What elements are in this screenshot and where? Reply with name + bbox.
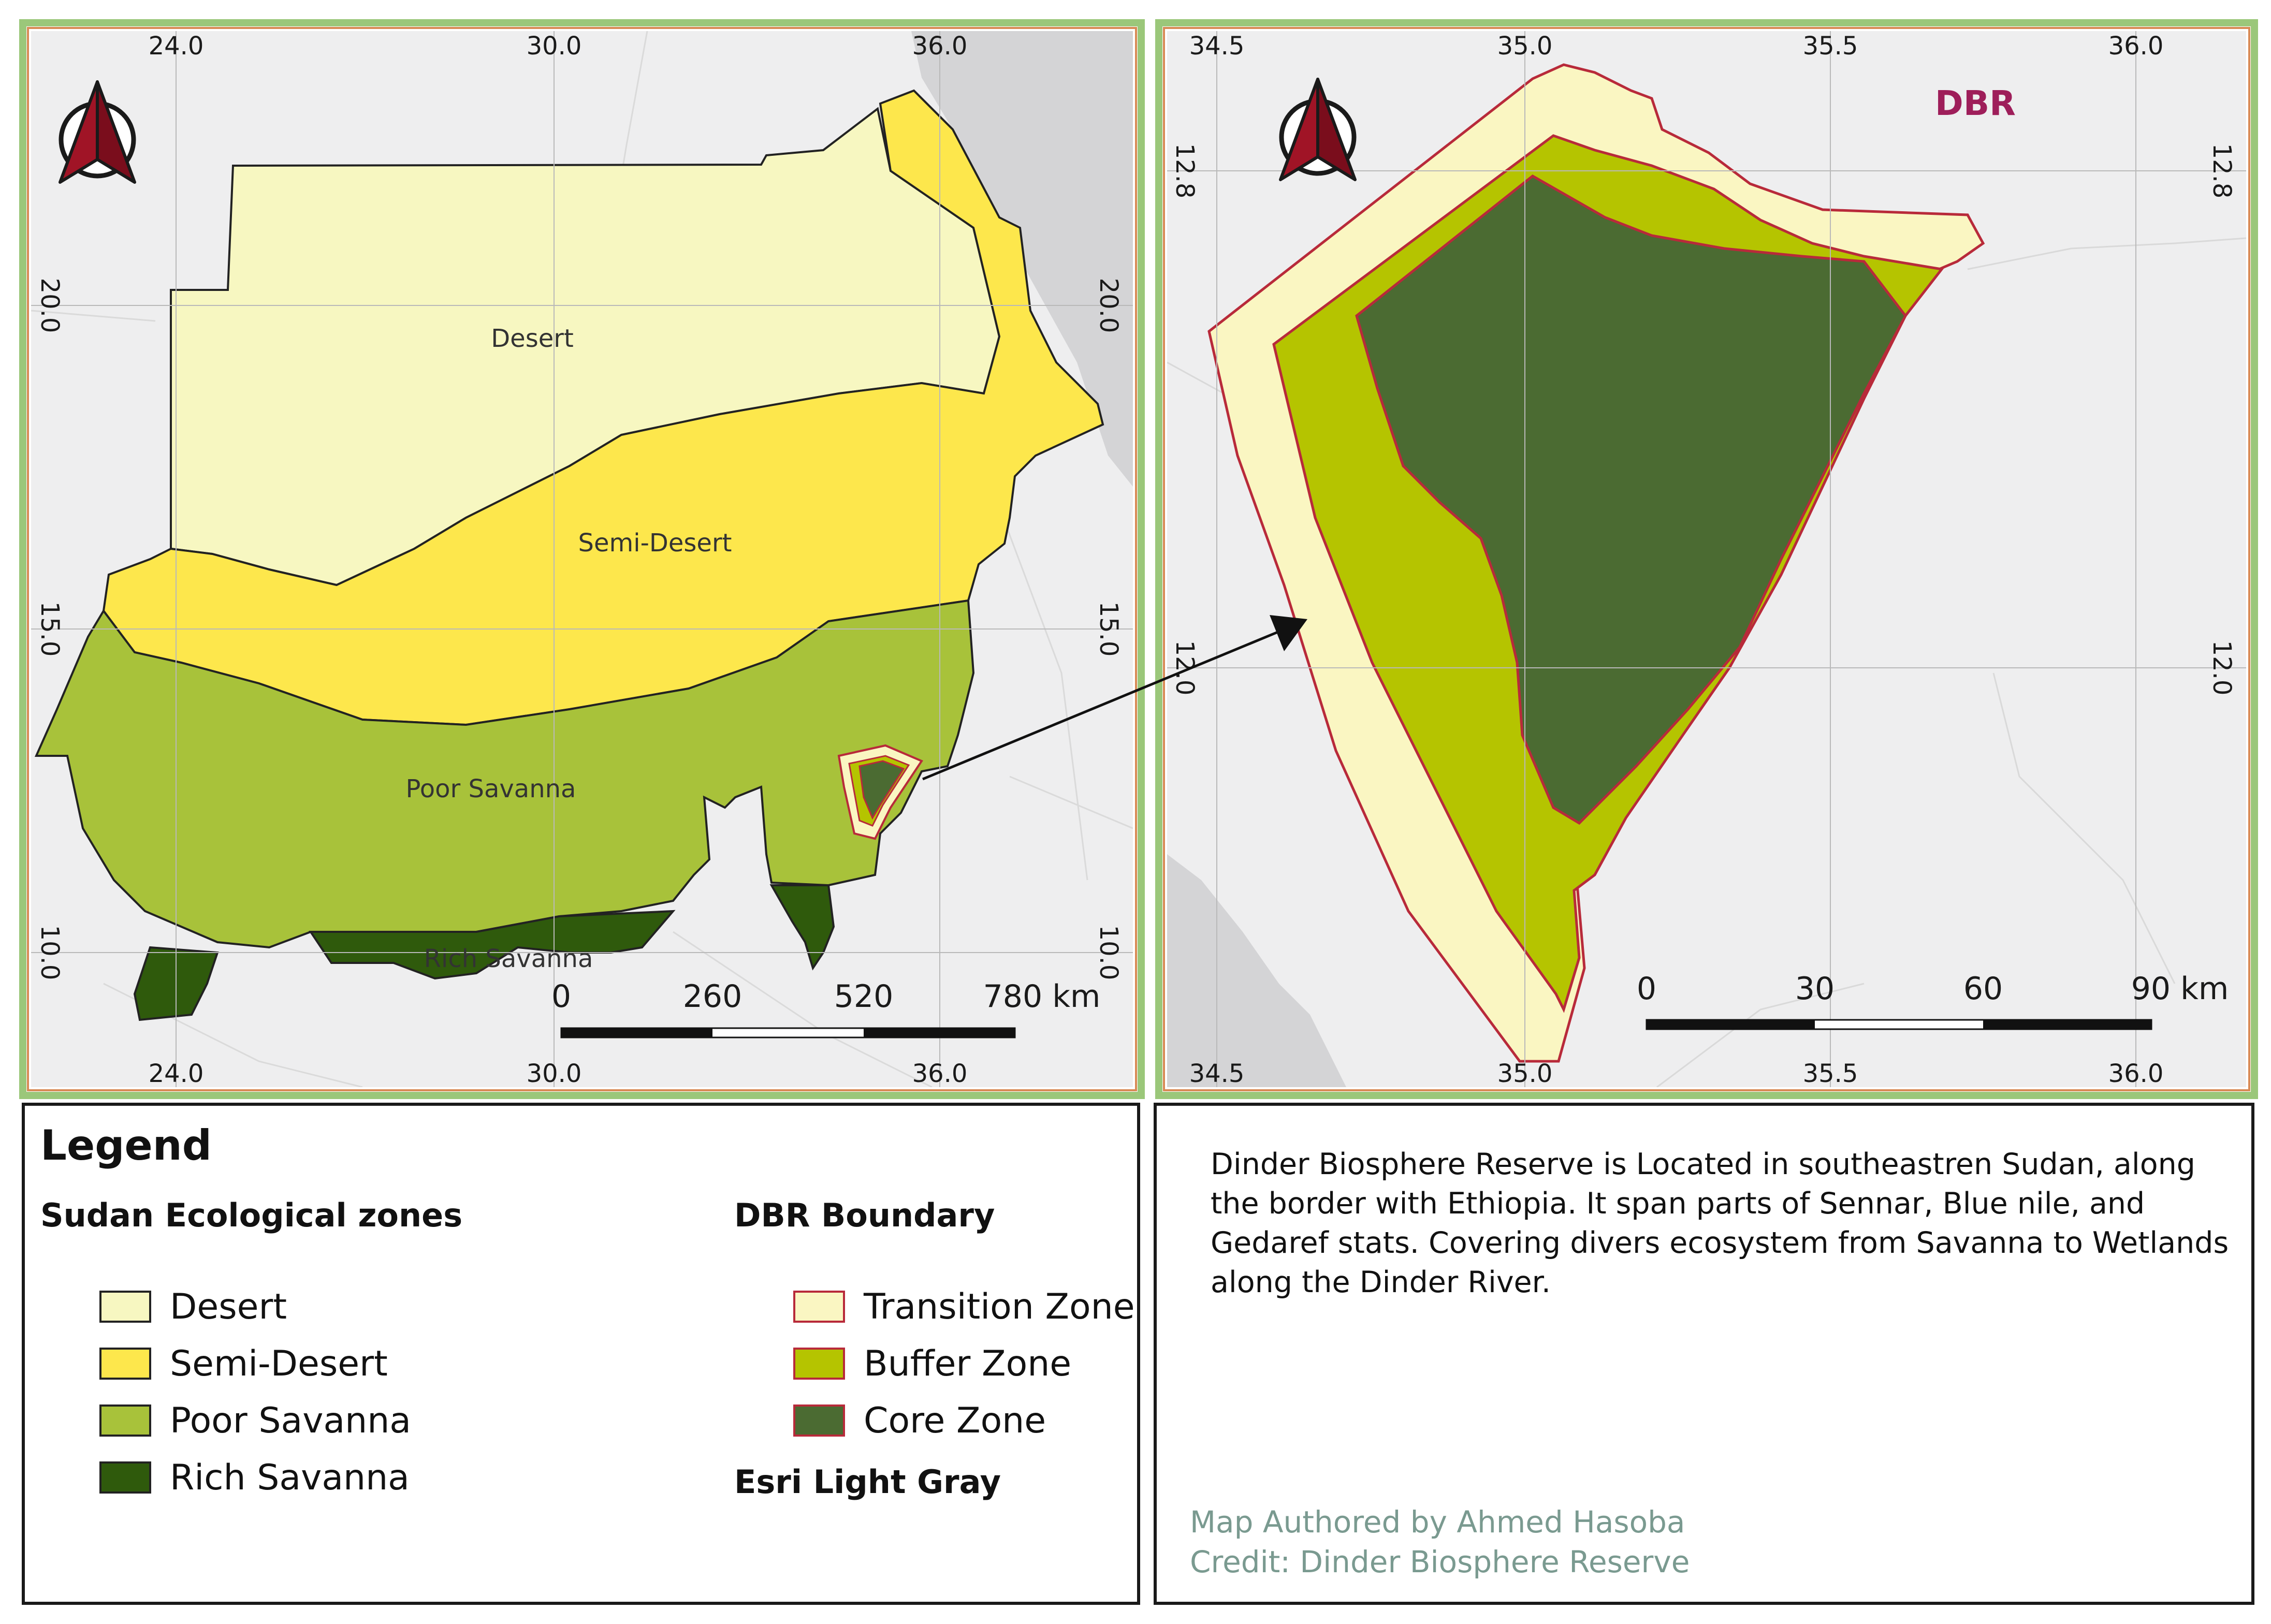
zone-rich-savanna-east: [769, 884, 835, 971]
main-lat-tick-left: 15.0: [35, 602, 64, 657]
main-scale-label: 0: [551, 978, 571, 1015]
label-semi-desert: Semi-Desert: [578, 529, 732, 558]
main-lon-tick-bottom: 24.0: [149, 1059, 204, 1088]
inset-lon-tick-top: 35.5: [1803, 32, 1858, 61]
description-line: Dinder Biosphere Reserve is Located in s…: [1211, 1147, 2195, 1181]
legend-item-label: Core Zone: [864, 1400, 1046, 1441]
inset-north-arrow-icon: [1279, 78, 1357, 181]
author-credit: Map Authored by Ahmed Hasoba: [1190, 1504, 1685, 1540]
inset-lon-tick-bottom: 35.5: [1803, 1059, 1858, 1088]
inset-lon-tick-bottom: 34.5: [1189, 1059, 1245, 1088]
legend-item-core-zone: Core Zone: [793, 1400, 1046, 1441]
source-credit: Credit: Dinder Biosphere Reserve: [1190, 1544, 1690, 1579]
legend-item-label: Rich Savanna: [170, 1457, 410, 1498]
description-panel: Dinder Biosphere Reserve is Located in s…: [1154, 1103, 2254, 1605]
legend-item-buffer-zone: Buffer Zone: [793, 1343, 1072, 1384]
inset-lat-tick-right: 12.0: [2207, 640, 2236, 696]
description-line: the border with Ethiopia. It span parts …: [1211, 1187, 2145, 1221]
legend-item-label: Poor Savanna: [170, 1400, 411, 1441]
inset-lon-tick-top: 35.0: [1497, 32, 1553, 61]
swatch-rich-savanna: [99, 1461, 151, 1494]
main-scale-label: 260: [683, 978, 743, 1015]
main-lon-tick-top: 24.0: [149, 32, 204, 61]
inset-title: DBR: [1935, 83, 2016, 123]
swatch-core-zone: [793, 1404, 845, 1437]
zone-poor-savanna: [34, 599, 975, 949]
description-line: Gedaref stats. Covering divers ecosystem…: [1211, 1226, 2229, 1260]
inset-scale-label: 0: [1637, 971, 1656, 1007]
main-map: Desert Semi-Desert Poor Savanna Rich Sav…: [19, 19, 1145, 1099]
description-text: Dinder Biosphere Reserve is Located in s…: [1211, 1145, 2229, 1302]
inset-dbr-core: [1355, 174, 1907, 825]
legend-item-rich-savanna: Rich Savanna: [99, 1457, 410, 1498]
main-scale-label: 780 km: [983, 978, 1101, 1015]
inset-scale-bar: 0 30 60 90 km: [1637, 971, 2229, 1030]
swatch-desert: [99, 1291, 151, 1323]
legend-item-semi-desert: Semi-Desert: [99, 1343, 388, 1384]
swatch-poor-savanna: [99, 1404, 151, 1437]
main-lon-tick-top: 30.0: [527, 32, 582, 61]
main-north-arrow-icon: [59, 80, 136, 184]
legend-item-label: Buffer Zone: [864, 1343, 1072, 1384]
main-lon-tick-top: 36.0: [912, 32, 968, 61]
connector-arrow: [922, 615, 1307, 781]
main-lat-tick-right: 15.0: [1094, 602, 1123, 657]
inset-lake: [1167, 854, 1346, 1087]
legend-basemap-heading: Esri Light Gray: [734, 1463, 1001, 1501]
main-lat-tick-left: 20.0: [35, 278, 64, 333]
label-desert: Desert: [491, 324, 574, 353]
main-lat-tick-left: 10.0: [35, 925, 64, 981]
label-rich-savanna: Rich Savanna: [424, 944, 593, 973]
inset-lat-tick-left: 12.0: [1170, 640, 1199, 696]
inset-scale-label: 60: [1963, 971, 2003, 1007]
inset-lon-tick-bottom: 35.0: [1497, 1059, 1553, 1088]
main-scale-bar: 0 260 520 780 km: [551, 978, 1101, 1038]
inset-lon-tick-top: 34.5: [1189, 32, 1245, 61]
inset-scale-label: 90 km: [2131, 971, 2229, 1007]
legend-item-label: Desert: [170, 1286, 287, 1327]
main-lat-tick-right: 20.0: [1094, 278, 1123, 333]
inset-scale-label: 30: [1795, 971, 1835, 1007]
description-line: along the Dinder River.: [1211, 1265, 1551, 1299]
legend-zones-heading: Sudan Ecological zones: [40, 1196, 463, 1234]
legend-item-label: Semi-Desert: [170, 1343, 388, 1384]
main-lat-tick-right: 10.0: [1094, 925, 1123, 981]
inset-lon-tick-top: 36.0: [2108, 32, 2164, 61]
swatch-semi-desert: [99, 1348, 151, 1380]
inset-lon-tick-bottom: 36.0: [2108, 1059, 2164, 1088]
label-poor-savanna: Poor Savanna: [406, 774, 576, 803]
legend-dbr-heading: DBR Boundary: [734, 1196, 995, 1234]
main-lon-tick-bottom: 36.0: [912, 1059, 968, 1088]
inset-lat-tick-left: 12.8: [1170, 143, 1199, 199]
legend-title: Legend: [40, 1121, 212, 1169]
inset-lat-tick-right: 12.8: [2207, 143, 2236, 199]
main-dbr-core: [858, 760, 905, 820]
inset-map: DBR 34.5 35.0 35.5 36.0 34.5 35.0 35.5 3…: [1155, 19, 2258, 1099]
legend-panel: Legend Sudan Ecological zones DBR Bounda…: [22, 1103, 1140, 1605]
main-scale-label: 520: [834, 978, 894, 1015]
legend-item-transition-zone: Transition Zone: [793, 1286, 1135, 1327]
legend-item-label: Transition Zone: [864, 1286, 1135, 1327]
main-lon-tick-bottom: 30.0: [527, 1059, 582, 1088]
swatch-transition-zone: [793, 1291, 845, 1323]
legend-item-poor-savanna: Poor Savanna: [99, 1400, 411, 1441]
swatch-buffer-zone: [793, 1348, 845, 1380]
legend-item-desert: Desert: [99, 1286, 287, 1327]
